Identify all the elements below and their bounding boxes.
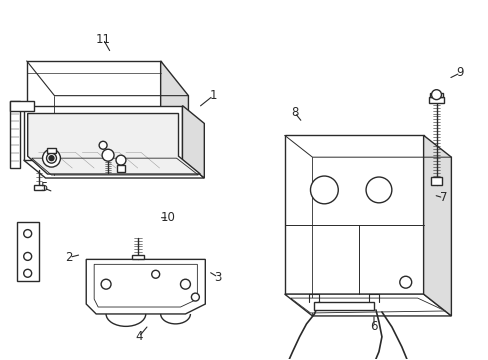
Polygon shape [117,165,124,172]
Circle shape [24,269,32,277]
Circle shape [180,279,190,289]
Circle shape [49,156,54,161]
Text: 11: 11 [96,33,110,46]
Text: 10: 10 [161,211,176,224]
Text: 7: 7 [439,192,447,204]
Circle shape [46,153,56,163]
Text: 1: 1 [209,89,217,102]
Polygon shape [28,113,200,174]
Polygon shape [284,294,450,316]
Polygon shape [428,93,443,96]
Circle shape [151,270,160,278]
Polygon shape [284,135,423,294]
Text: 4: 4 [135,330,142,343]
Circle shape [24,230,32,238]
Circle shape [310,176,338,204]
Polygon shape [86,260,205,314]
Circle shape [116,155,126,165]
Polygon shape [32,144,183,172]
Polygon shape [423,135,450,316]
Polygon shape [427,96,444,103]
Circle shape [42,149,61,167]
Circle shape [399,276,411,288]
Polygon shape [94,264,197,307]
Polygon shape [132,255,143,260]
Text: 6: 6 [369,320,377,333]
Polygon shape [10,100,20,168]
Polygon shape [290,298,445,313]
Circle shape [431,90,441,100]
Polygon shape [17,222,39,281]
Polygon shape [429,177,442,185]
Polygon shape [66,146,180,170]
Circle shape [24,252,32,260]
Circle shape [101,279,111,289]
Polygon shape [24,160,204,178]
Circle shape [99,141,107,149]
Polygon shape [10,100,34,111]
Polygon shape [27,140,188,175]
Circle shape [102,149,114,161]
Text: 3: 3 [214,271,222,284]
Text: 8: 8 [290,106,298,119]
Circle shape [366,177,391,203]
Polygon shape [46,148,56,153]
Text: 9: 9 [456,66,463,79]
Polygon shape [314,302,373,310]
Text: 2: 2 [65,251,73,264]
Polygon shape [182,105,204,178]
Circle shape [191,293,199,301]
Polygon shape [34,185,43,190]
Polygon shape [161,61,188,175]
Text: 5: 5 [40,181,47,194]
Polygon shape [24,105,182,160]
Polygon shape [27,61,161,140]
